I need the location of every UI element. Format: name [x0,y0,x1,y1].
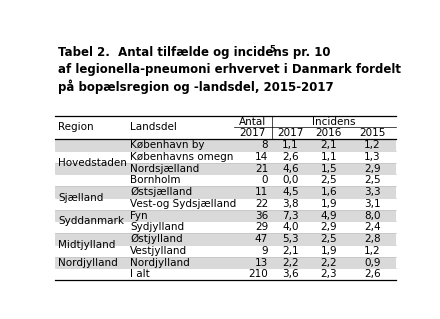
Text: Østjylland: Østjylland [130,234,183,244]
Text: Tabel 2.  Antal tilfælde og incidens pr. 10: Tabel 2. Antal tilfælde og incidens pr. … [59,46,331,59]
Text: Nordsjælland: Nordsjælland [130,164,199,174]
Bar [55,174,396,186]
Text: 2,5: 2,5 [364,175,381,185]
Text: Vest-og Sydsjælland: Vest-og Sydsjælland [130,199,236,209]
Text: 2,9: 2,9 [320,222,337,232]
Text: 13: 13 [255,258,268,268]
Text: 2,2: 2,2 [282,258,299,268]
Bar [55,221,396,233]
Text: 2017: 2017 [240,128,266,138]
Text: 2,9: 2,9 [364,164,381,174]
Text: 8: 8 [261,140,268,150]
Text: Sjælland: Sjælland [59,193,104,203]
Text: 210: 210 [248,269,268,279]
Text: 14: 14 [255,152,268,162]
Text: 2,6: 2,6 [282,152,299,162]
Text: 3,1: 3,1 [364,199,381,209]
Text: 3,3: 3,3 [364,187,381,197]
Bar [55,151,396,163]
Text: København by: København by [130,140,205,150]
Text: 2,6: 2,6 [364,269,381,279]
Bar [55,198,396,210]
Text: på bopælsregion og -landsdel, 2015-2017: på bopælsregion og -landsdel, 2015-2017 [59,79,334,94]
Text: 4,9: 4,9 [320,211,337,220]
Text: 47: 47 [255,234,268,244]
Text: 4,0: 4,0 [282,222,298,232]
Text: 1,1: 1,1 [282,140,299,150]
Text: af legionella-pneumoni erhvervet i Danmark fordelt: af legionella-pneumoni erhvervet i Danma… [59,63,401,76]
Text: 1,3: 1,3 [364,152,381,162]
Bar [55,245,396,257]
Text: 3,6: 3,6 [282,269,299,279]
Text: 3,8: 3,8 [282,199,299,209]
Text: 1,2: 1,2 [364,246,381,256]
Text: 2,3: 2,3 [320,269,337,279]
Text: Fyn: Fyn [130,211,148,220]
Bar [55,269,396,280]
Text: Nordjylland: Nordjylland [59,258,118,268]
Text: 9: 9 [261,246,268,256]
Text: 1,2: 1,2 [364,140,381,150]
Text: 2,5: 2,5 [320,234,337,244]
Text: 29: 29 [255,222,268,232]
Text: Vestjylland: Vestjylland [130,246,187,256]
Bar [55,257,396,269]
Text: Bornholm: Bornholm [130,175,180,185]
Bar [55,210,396,221]
Text: 2,5: 2,5 [320,175,337,185]
Text: 1,1: 1,1 [320,152,337,162]
Bar [55,139,396,151]
Text: 2,2: 2,2 [320,258,337,268]
Text: Østsjælland: Østsjælland [130,187,192,197]
Text: 22: 22 [255,199,268,209]
Text: Hovedstaden: Hovedstaden [59,158,127,168]
Text: Midtjylland: Midtjylland [59,240,116,250]
Text: Syddanmark: Syddanmark [59,217,125,226]
Text: 2017: 2017 [277,128,304,138]
Text: 4,6: 4,6 [282,164,299,174]
Text: 4,5: 4,5 [282,187,299,197]
Text: 2015: 2015 [359,128,385,138]
Text: 21: 21 [255,164,268,174]
Text: Landsdel: Landsdel [130,122,177,132]
Text: Nordjylland: Nordjylland [130,258,190,268]
Bar [55,163,396,174]
Text: 0,0: 0,0 [282,175,298,185]
Text: Antal: Antal [239,116,266,127]
Text: 2,8: 2,8 [364,234,381,244]
Bar [55,186,396,198]
Text: 11: 11 [255,187,268,197]
Text: 1,9: 1,9 [320,199,337,209]
Text: 2,1: 2,1 [320,140,337,150]
Text: 1,6: 1,6 [320,187,337,197]
Text: Københavns omegn: Københavns omegn [130,152,233,162]
Text: 36: 36 [255,211,268,220]
Bar [55,233,396,245]
Text: 2,4: 2,4 [364,222,381,232]
Text: Sydjylland: Sydjylland [130,222,184,232]
Text: 2,1: 2,1 [282,246,299,256]
Text: 1,9: 1,9 [320,246,337,256]
Text: 7,3: 7,3 [282,211,299,220]
Text: I alt: I alt [130,269,150,279]
Text: 0,9: 0,9 [364,258,380,268]
Text: 5: 5 [269,45,275,54]
Text: 8,0: 8,0 [364,211,380,220]
Text: 1,5: 1,5 [320,164,337,174]
Text: Incidens: Incidens [312,116,356,127]
Text: 5,3: 5,3 [282,234,299,244]
Text: Region: Region [59,122,94,132]
Text: 0: 0 [262,175,268,185]
Text: 2016: 2016 [315,128,342,138]
